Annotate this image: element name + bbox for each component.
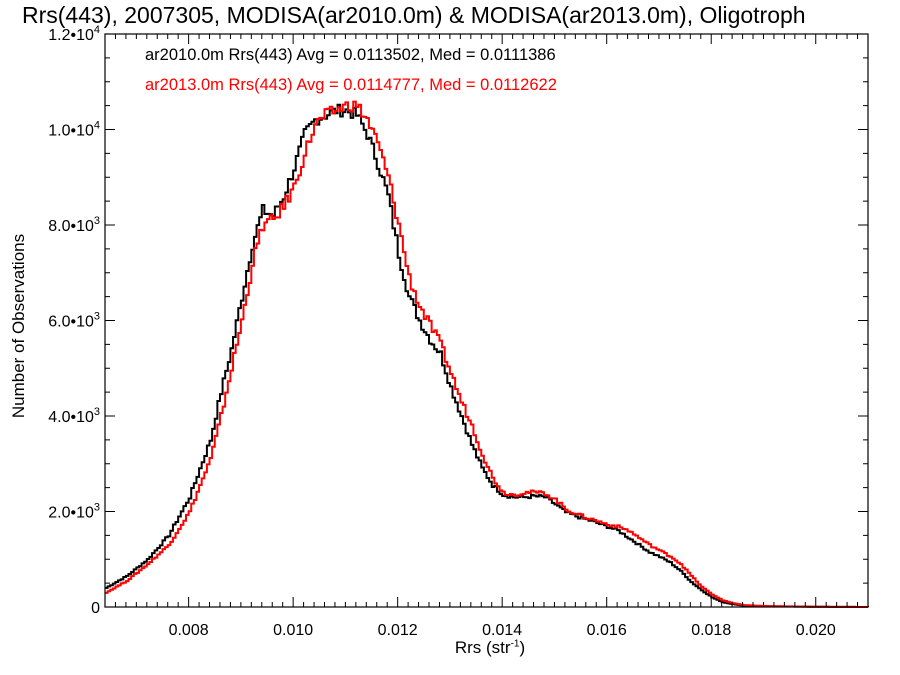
- series-line-ar2013.0m: [105, 100, 869, 608]
- legend-annotation-ar2013: ar2013.0m Rrs(443) Avg = 0.0114777, Med …: [145, 76, 557, 94]
- y-tick-label: 6.0•103: [48, 311, 100, 331]
- y-tick-label: 0: [91, 600, 100, 617]
- y-tick-label: 8.0•103: [48, 215, 100, 235]
- x-tick-label: 0.020: [796, 622, 836, 639]
- y-tick-label: 1.0•104: [48, 120, 100, 140]
- x-axis-label-end: ): [519, 638, 526, 657]
- x-tick-label: 0.018: [691, 622, 731, 639]
- legend-annotation-ar2010: ar2010.0m Rrs(443) Avg = 0.0113502, Med …: [145, 46, 556, 64]
- x-tick-label: 0.016: [587, 622, 627, 639]
- plot-frame: [104, 33, 869, 608]
- series-line-ar2010.0m: [105, 103, 869, 608]
- chart-title: Rrs(443), 2007305, MODISA(ar2010.0m) & M…: [22, 2, 806, 28]
- y-axis-label: Number of Observations: [9, 233, 28, 419]
- x-tick-label: 0.010: [273, 622, 313, 639]
- y-tick-label: 1.2•104: [48, 24, 100, 44]
- x-tick-label: 0.012: [378, 622, 418, 639]
- y-tick-label: 4.0•103: [48, 406, 100, 426]
- x-tick-label: 0.008: [169, 622, 209, 639]
- x-axis-label-exponent: -1: [510, 638, 520, 650]
- y-tick-label: 2.0•103: [48, 502, 100, 522]
- x-axis-label: Rrs (str-1): [380, 638, 600, 658]
- x-axis-label-text: Rrs (str: [454, 638, 511, 657]
- x-tick-label: 0.014: [482, 622, 522, 639]
